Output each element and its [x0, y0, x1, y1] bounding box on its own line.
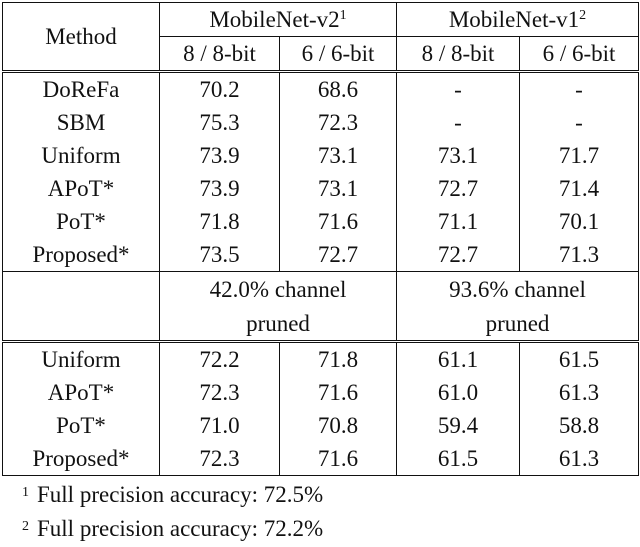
value-cell: 71.8 — [279, 341, 397, 376]
table-row: SBM 75.3 72.3 - - — [2, 106, 639, 139]
footnote: 1 Full precision accuracy: 72.5% — [22, 478, 323, 512]
value-cell: 61.5 — [396, 442, 520, 476]
bit-header: 6 / 6-bit — [519, 36, 639, 73]
value-cell: 75.3 — [159, 106, 280, 139]
value-cell: - — [396, 71, 520, 106]
pruning-label-v1: 93.6% channel — [396, 271, 639, 306]
pruning-row-line1: 42.0% channel 93.6% channel — [2, 271, 639, 343]
table-row: Uniform 72.2 71.8 61.1 61.5 — [2, 341, 639, 376]
value-cell: 72.7 — [396, 172, 520, 205]
value-cell: 61.0 — [396, 376, 520, 409]
method-header: Method — [2, 2, 160, 73]
footnote-mark: 1 — [22, 485, 29, 500]
value-cell: 71.3 — [519, 238, 639, 272]
pruning-row-line2: pruned pruned — [3, 306, 639, 343]
value-cell: 70.2 — [159, 71, 280, 106]
group-name: MobileNet-v2 — [209, 7, 340, 32]
bit-header: 6 / 6-bit — [279, 36, 397, 73]
value-cell: 72.2 — [159, 341, 280, 376]
value-cell: 70.1 — [519, 205, 639, 238]
table-row: PoT* 71.0 70.8 59.4 58.8 — [2, 409, 639, 442]
footnote-mark: 2 — [579, 8, 587, 23]
group-header-mobilenet-v2: MobileNet-v21 — [159, 2, 397, 37]
value-cell: 73.1 — [279, 139, 397, 172]
table-row-proposed: Proposed* 72.3 71.6 61.5 61.3 — [2, 442, 639, 476]
table-row: Uniform 73.9 73.1 73.1 71.7 — [2, 139, 639, 172]
value-cell: 61.1 — [396, 341, 520, 376]
table-row-proposed: Proposed* 73.5 72.7 72.7 71.3 — [2, 238, 639, 272]
group-name: MobileNet-v1 — [448, 7, 580, 32]
method-cell: Uniform — [2, 341, 160, 376]
value-cell: 73.5 — [159, 238, 280, 272]
method-cell: DoReFa — [2, 71, 160, 106]
bit-header: 8 / 8-bit — [159, 36, 280, 73]
value-cell: 71.6 — [279, 376, 397, 409]
table-row: APoT* 73.9 73.1 72.7 71.4 — [2, 172, 639, 205]
value-cell: 73.1 — [396, 139, 520, 172]
footnote-text: Full precision accuracy: 72.5% — [37, 482, 324, 507]
method-cell: PoT* — [2, 205, 160, 238]
value-cell: - — [519, 71, 639, 106]
empty-method-cell — [2, 271, 160, 343]
pruning-label-v2: 42.0% channel — [159, 271, 397, 306]
value-cell: 72.3 — [279, 106, 397, 139]
footnote: 2 Full precision accuracy: 72.2% — [22, 512, 323, 546]
table-row: APoT* 72.3 71.6 61.0 61.3 — [2, 376, 639, 409]
value-cell: 61.5 — [519, 341, 639, 376]
value-cell: 71.0 — [159, 409, 280, 442]
value-cell: 71.6 — [279, 205, 397, 238]
method-cell: Proposed* — [2, 238, 160, 272]
value-cell: 71.7 — [519, 139, 639, 172]
footnote-text: Full precision accuracy: 72.2% — [37, 516, 324, 541]
value-cell: 61.3 — [519, 376, 639, 409]
value-cell: 72.3 — [159, 442, 280, 476]
footnote-mark: 1 — [339, 8, 347, 23]
value-cell: 73.9 — [159, 139, 280, 172]
value-cell: - — [396, 106, 520, 139]
value-cell: 59.4 — [396, 409, 520, 442]
method-cell: Proposed* — [2, 442, 160, 476]
pruning-label-v2-cont: pruned — [159, 306, 397, 343]
value-cell: 73.1 — [279, 172, 397, 205]
value-cell: 73.9 — [159, 172, 280, 205]
value-cell: 72.7 — [279, 238, 397, 272]
value-cell: 68.6 — [279, 71, 397, 106]
value-cell: 61.3 — [519, 442, 639, 476]
value-cell: 72.3 — [159, 376, 280, 409]
value-cell: 71.8 — [159, 205, 280, 238]
table-row: PoT* 71.8 71.6 71.1 70.1 — [2, 205, 639, 238]
value-cell: 58.8 — [519, 409, 639, 442]
results-table: Method MobileNet-v21 MobileNet-v12 8 / 8… — [2, 2, 639, 476]
method-cell: Uniform — [2, 139, 160, 172]
bit-header: 8 / 8-bit — [396, 36, 520, 73]
method-cell: APoT* — [2, 172, 160, 205]
method-cell: SBM — [2, 106, 160, 139]
method-cell: APoT* — [2, 376, 160, 409]
value-cell: 70.8 — [279, 409, 397, 442]
pruning-label-v1-cont: pruned — [396, 306, 639, 343]
value-cell: 72.7 — [396, 238, 520, 272]
value-cell: 71.4 — [519, 172, 639, 205]
method-cell: PoT* — [2, 409, 160, 442]
table-row: DoReFa 70.2 68.6 - - — [2, 71, 639, 106]
footnote-mark: 2 — [22, 519, 29, 534]
group-header-mobilenet-v1: MobileNet-v12 — [396, 2, 639, 37]
value-cell: - — [519, 106, 639, 139]
footnotes: 1 Full precision accuracy: 72.5% 2 Full pr… — [22, 478, 323, 546]
value-cell: 71.6 — [279, 442, 397, 476]
value-cell: 71.1 — [396, 205, 520, 238]
